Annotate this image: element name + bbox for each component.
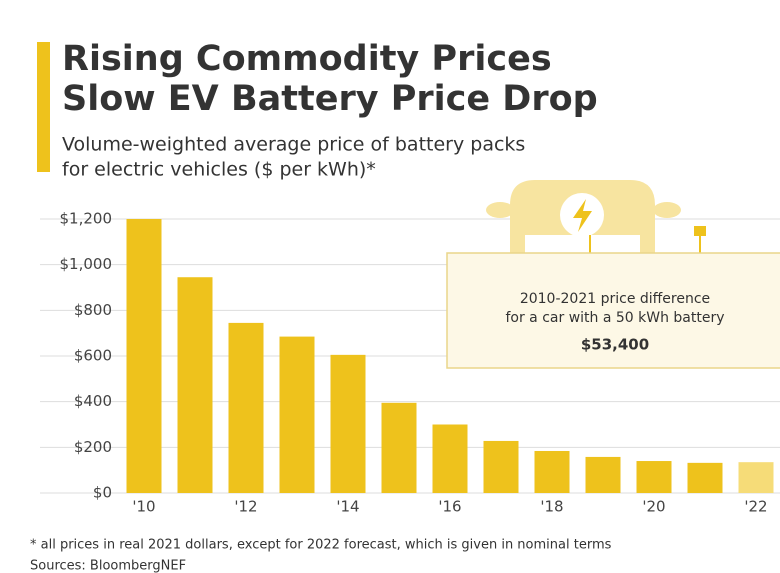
chart-subtitle: Volume-weighted average price of battery… xyxy=(62,134,525,156)
accent-bar xyxy=(37,42,50,172)
x-tick-label: '14 xyxy=(336,498,359,516)
plot: $0 $200 $400 $600 $800 $1,000 $1,200 '10 '12 '14 '… xyxy=(40,210,780,516)
x-tick-label: '20 xyxy=(642,498,665,516)
annotation-text: for a car with a 50 kWh battery xyxy=(505,310,724,326)
y-tick-label: $1,000 xyxy=(60,255,113,273)
bar xyxy=(636,461,672,493)
y-tick-label: $400 xyxy=(74,392,112,410)
bar xyxy=(228,322,264,493)
bar xyxy=(330,354,366,493)
y-tick-label: $0 xyxy=(93,484,112,502)
source: Sources: BloombergNEF xyxy=(30,559,186,573)
x-tick-label: '10 xyxy=(132,498,155,516)
bar xyxy=(534,450,570,493)
bar xyxy=(381,402,417,493)
annotation-text: 2010-2021 price difference xyxy=(520,291,710,307)
y-tick-label: $200 xyxy=(74,438,112,456)
bar xyxy=(738,462,774,493)
bar xyxy=(432,424,468,493)
y-tick-label: $800 xyxy=(74,301,112,319)
chart-subtitle: for electric vehicles ($ per kWh)* xyxy=(62,159,376,181)
annotation-box xyxy=(446,252,780,369)
footnote: * all prices in real 2021 dollars, excep… xyxy=(30,538,612,553)
bar xyxy=(177,277,213,493)
bar xyxy=(279,336,315,493)
y-tick-label: $600 xyxy=(74,347,112,365)
bar xyxy=(687,462,723,493)
x-tick-label: '16 xyxy=(438,498,461,516)
bar xyxy=(585,456,621,493)
bar xyxy=(483,440,519,493)
chart-title: Rising Commodity Prices xyxy=(62,39,552,79)
x-tick-label: '22 xyxy=(744,498,767,516)
bar xyxy=(126,219,162,493)
y-tick-label: $1,200 xyxy=(60,210,113,228)
annotation-value: $53,400 xyxy=(581,336,649,354)
x-tick-label: '12 xyxy=(234,498,257,516)
x-tick-label: '18 xyxy=(540,498,563,516)
chart-title: Slow EV Battery Price Drop xyxy=(62,79,598,119)
